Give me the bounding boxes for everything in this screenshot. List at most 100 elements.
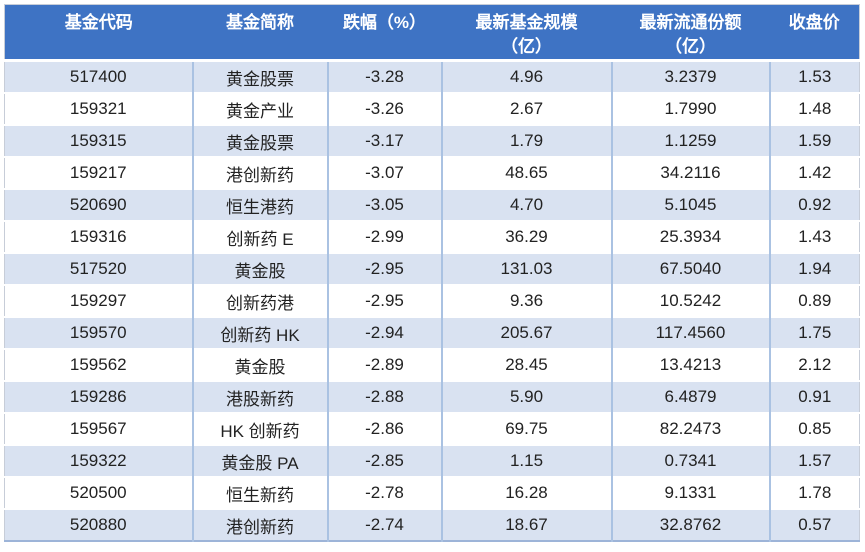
table-cell: -2.95	[326, 252, 442, 285]
table-cell: -2.78	[326, 476, 442, 509]
table-cell: 25.3934	[610, 220, 770, 253]
table-cell: 港股新药	[191, 380, 328, 413]
table-cell: 4.96	[440, 59, 612, 93]
table-cell: -3.05	[326, 188, 442, 221]
table-cell: -2.86	[326, 412, 442, 445]
table-cell: 159297	[4, 284, 193, 317]
col-header-fund-code: 基金代码	[4, 4, 193, 62]
table-cell: 5.1045	[610, 188, 770, 221]
table-cell: -2.89	[326, 348, 442, 381]
table-row: 159316 创新药 E -2.99 36.29 25.3934 1.43	[4, 220, 860, 253]
table-cell: 创新药 HK	[191, 316, 328, 349]
table-cell: 1.79	[440, 124, 612, 157]
table-cell: -2.95	[326, 284, 442, 317]
table-cell: 69.75	[440, 412, 612, 445]
table-cell: 0.7341	[610, 444, 770, 477]
table-cell: 517400	[4, 59, 193, 93]
table-cell: 117.4560	[610, 316, 770, 349]
table-cell: 159562	[4, 348, 193, 381]
table-cell: 159567	[4, 412, 193, 445]
table-cell: 48.65	[440, 156, 612, 189]
table-cell: 34.2116	[610, 156, 770, 189]
table-cell: 9.1331	[610, 476, 770, 509]
table-cell: 13.4213	[610, 348, 770, 381]
table-cell: 520500	[4, 476, 193, 509]
table-cell: 9.36	[440, 284, 612, 317]
table-cell: -3.26	[326, 92, 442, 125]
table-cell: -2.99	[326, 220, 442, 253]
table-cell: 67.5040	[610, 252, 770, 285]
table-cell: HK 创新药	[191, 412, 328, 445]
table-cell: 159217	[4, 156, 193, 189]
table-cell: 1.7990	[610, 92, 770, 125]
table-row: 159567 HK 创新药 -2.86 69.75 82.2473 0.85	[4, 412, 860, 445]
table-row: 517400 黄金股票 -3.28 4.96 3.2379 1.53	[4, 59, 860, 93]
table-cell: 517520	[4, 252, 193, 285]
table-cell: 1.42	[768, 156, 860, 189]
table-cell: 6.4879	[610, 380, 770, 413]
table-row: 159321 黄金产业 -3.26 2.67 1.7990 1.48	[4, 92, 860, 125]
table-cell: 159315	[4, 124, 193, 157]
table-cell: 5.90	[440, 380, 612, 413]
table-row: 159315 黄金股票 -3.17 1.79 1.1259 1.59	[4, 124, 860, 157]
table-cell: 创新药港	[191, 284, 328, 317]
table-row: 520500 恒生新药 -2.78 16.28 9.1331 1.78	[4, 476, 860, 509]
table-cell: -3.07	[326, 156, 442, 189]
col-header-fund-name: 基金简称	[192, 4, 328, 62]
table-cell: 黄金股票	[191, 59, 328, 93]
table-cell: 32.8762	[610, 508, 770, 541]
table-cell: 恒生新药	[191, 476, 328, 509]
table-cell: 1.43	[768, 220, 860, 253]
table-cell: -3.28	[326, 59, 442, 93]
table-cell: -2.94	[326, 316, 442, 349]
table-cell: 205.67	[440, 316, 612, 349]
table-cell: 28.45	[440, 348, 612, 381]
col-header-decline-pct: 跌幅（%）	[327, 4, 442, 62]
table-cell: 82.2473	[610, 412, 770, 445]
table-row: 159570 创新药 HK -2.94 205.67 117.4560 1.75	[4, 316, 860, 349]
table-cell: 18.67	[440, 508, 612, 541]
col-header-circulating-shares: 最新流通份额 （亿）	[611, 4, 770, 62]
table-cell: 恒生港药	[191, 188, 328, 221]
table-row: 159297 创新药港 -2.95 9.36 10.5242 0.89	[4, 284, 860, 317]
table-cell: 3.2379	[610, 59, 770, 93]
table-cell: 1.1259	[610, 124, 770, 157]
table-cell: 1.15	[440, 444, 612, 477]
table-row: 517520 黄金股 -2.95 131.03 67.5040 1.94	[4, 252, 860, 285]
table-cell: 0.92	[768, 188, 860, 221]
table-cell: 0.89	[768, 284, 860, 317]
table-cell: 159321	[4, 92, 193, 125]
table-cell: 0.85	[768, 412, 860, 445]
table-cell: 2.12	[768, 348, 860, 381]
table-cell: 1.75	[768, 316, 860, 349]
table-cell: 2.67	[440, 92, 612, 125]
table-cell: 港创新药	[191, 156, 328, 189]
table-cell: -3.17	[326, 124, 442, 157]
table-cell: 159316	[4, 220, 193, 253]
table-cell: 159322	[4, 444, 193, 477]
table-cell: 创新药 E	[191, 220, 328, 253]
table-body: 517400 黄金股票 -3.28 4.96 3.2379 1.53 159321 黄金产业 -…	[4, 59, 860, 541]
table-cell: 黄金产业	[191, 92, 328, 125]
table-row: 159217 港创新药 -3.07 48.65 34.2116 1.42	[4, 156, 860, 189]
table-cell: 1.48	[768, 92, 860, 125]
table-cell: 36.29	[440, 220, 612, 253]
table-cell: 16.28	[440, 476, 612, 509]
table-cell: 黄金股票	[191, 124, 328, 157]
table-row: 159562 黄金股 -2.89 28.45 13.4213 2.12	[4, 348, 860, 381]
table-cell: 港创新药	[191, 508, 328, 541]
table-cell: -2.74	[326, 508, 442, 541]
table-cell: 520880	[4, 508, 193, 541]
table-row: 159322 黄金股 PA -2.85 1.15 0.7341 1.57	[4, 444, 860, 477]
table-cell: 1.59	[768, 124, 860, 157]
table-cell: 10.5242	[610, 284, 770, 317]
table-cell: 520690	[4, 188, 193, 221]
fund-table: 基金代码 基金简称 跌幅（%） 最新基金规模 （亿） 最新流通份额 （亿） 收盘…	[4, 4, 860, 542]
table-cell: 1.53	[768, 59, 860, 93]
table-cell: 0.57	[768, 508, 860, 541]
table-header: 基金代码 基金简称 跌幅（%） 最新基金规模 （亿） 最新流通份额 （亿） 收盘…	[4, 4, 860, 62]
table-cell: -2.88	[326, 380, 442, 413]
col-header-closing-price: 收盘价	[769, 4, 860, 62]
table-cell: 黄金股	[191, 252, 328, 285]
